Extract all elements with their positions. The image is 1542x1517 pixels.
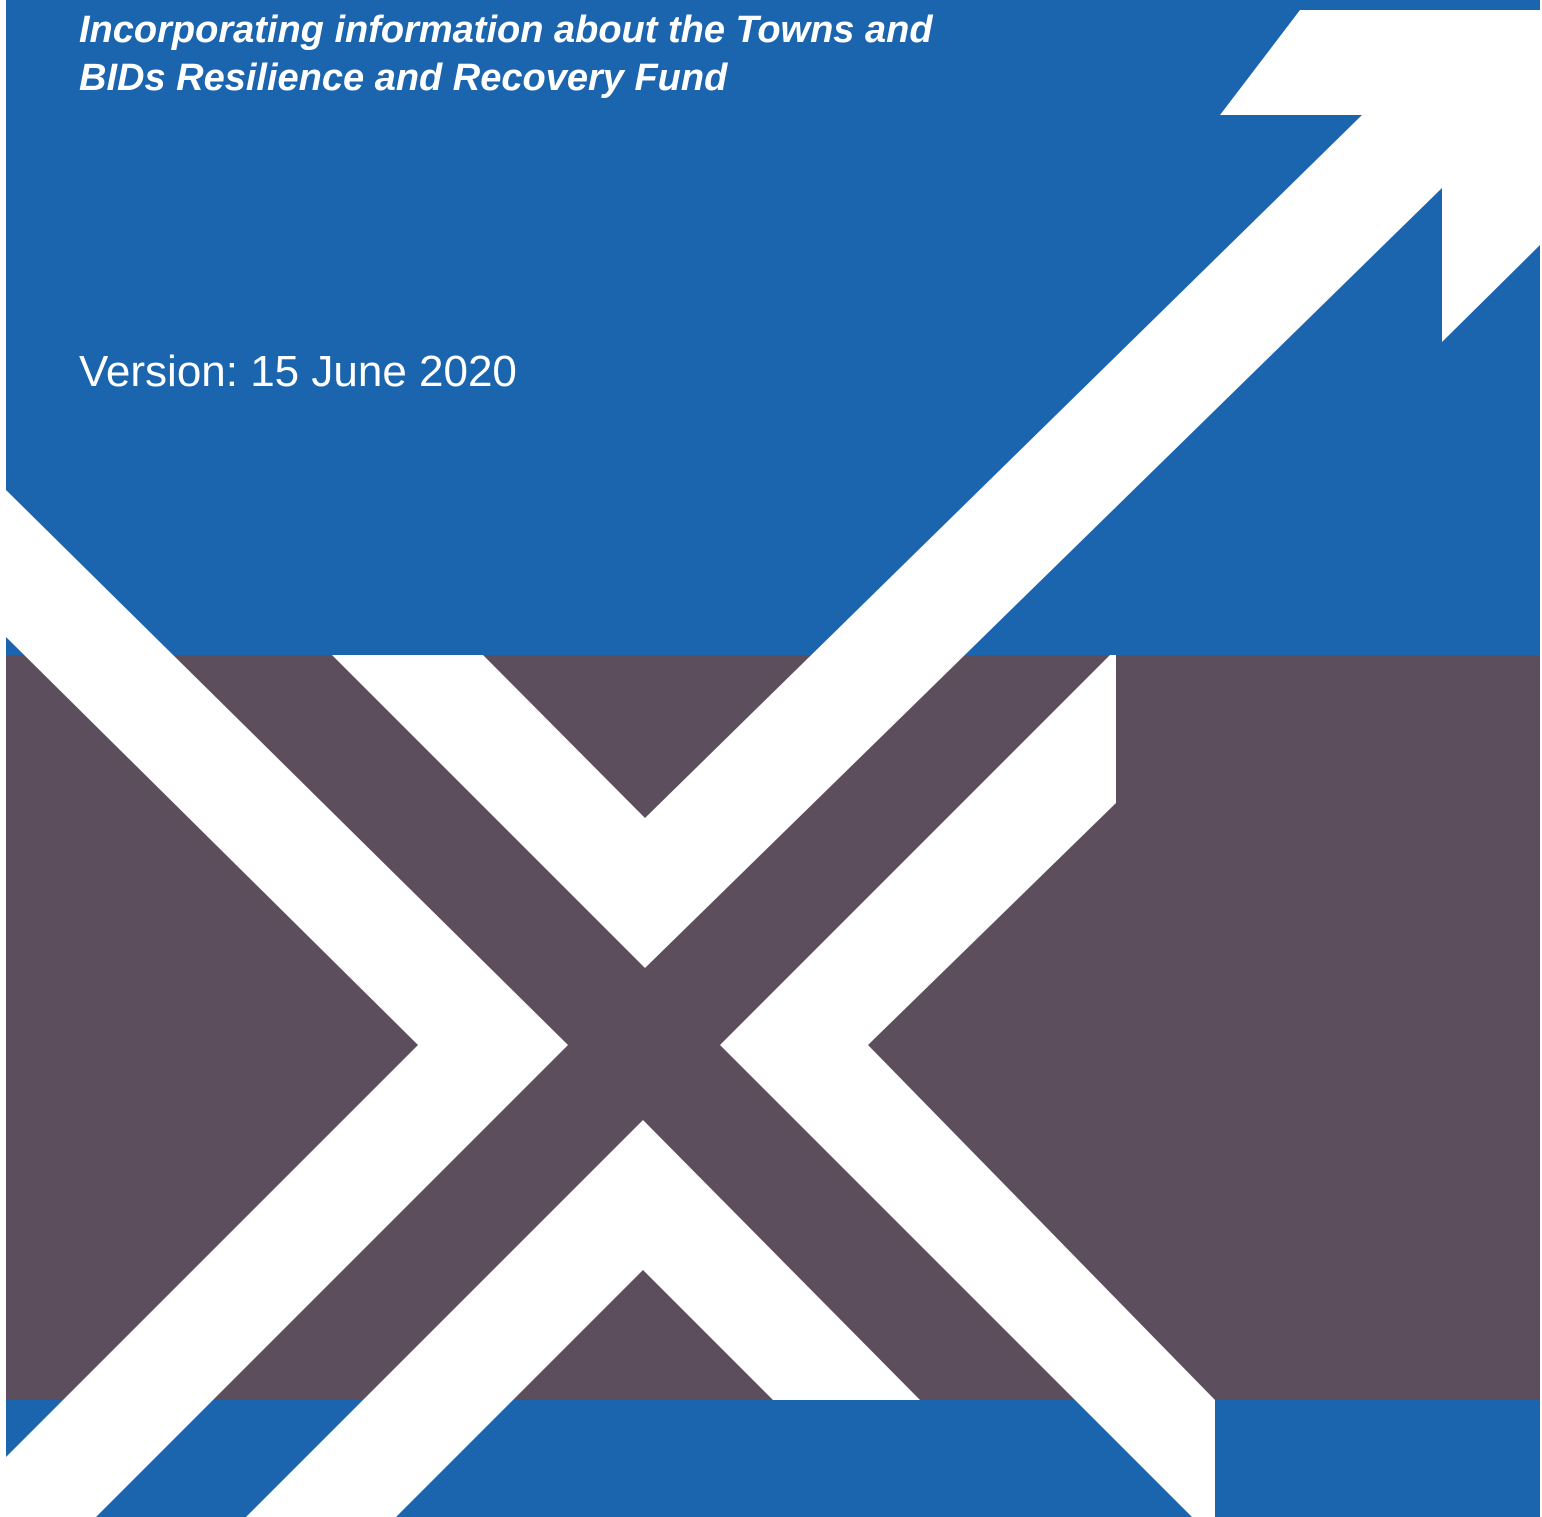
page: Incorporating information about the Town… — [0, 0, 1542, 1517]
version: Version: 15 June 2020 — [79, 345, 517, 399]
subtitle-line: BIDs Resilience and Recovery Fund — [79, 54, 727, 102]
subtitle-line: Incorporating information about the Town… — [79, 6, 933, 54]
cover-graphic — [0, 0, 1542, 1517]
